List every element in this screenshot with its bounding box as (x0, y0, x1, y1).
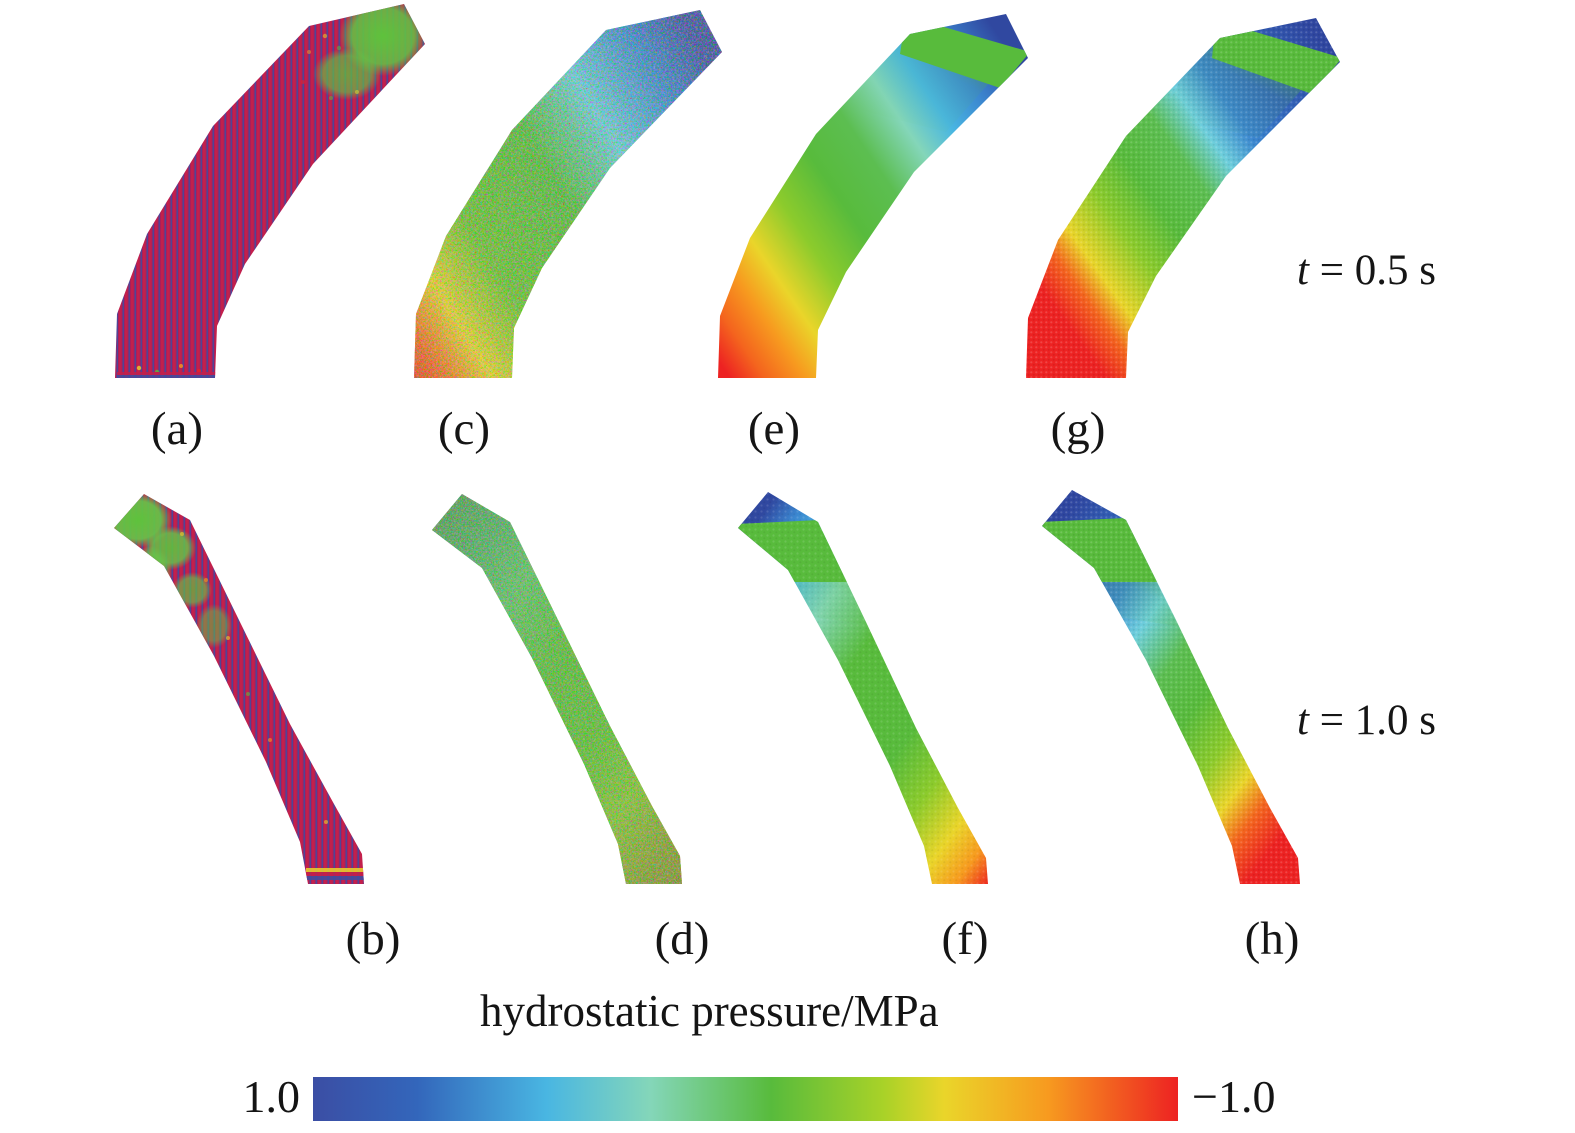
colorbar-group: 1.0 −1.0 (0, 1068, 1575, 1128)
time-unit-top: s (1408, 247, 1436, 294)
time-value-bottom: 1.0 (1354, 697, 1409, 744)
panel-label-c: (c) (437, 403, 491, 455)
panel-f-beam (700, 486, 1040, 896)
panel-d-beam (400, 486, 730, 896)
time-eq-bottom: = (1308, 697, 1355, 744)
colorbar-max-label: −1.0 (1192, 1071, 1276, 1122)
panel-label-b: (b) (345, 913, 401, 965)
panel-label-a: (a) (150, 403, 204, 455)
panel-label-e: (e) (747, 403, 801, 455)
panel-label-g: (g) (1050, 403, 1106, 455)
time-symbol-bottom: t (1297, 697, 1309, 744)
colorbar-min-label: 1.0 (242, 1071, 301, 1122)
panel-label-f: (f) (941, 913, 989, 965)
panel-h-beam (1000, 486, 1360, 896)
panel-label-d: (d) (654, 913, 710, 965)
panel-e-beam (700, 0, 1040, 396)
panel-g-beam (1000, 0, 1360, 396)
panel-c-beam (400, 0, 730, 396)
time-annotation-top: t = 0.5 s (1297, 246, 1436, 295)
colorbar-gradient (313, 1077, 1178, 1121)
time-symbol-top: t (1297, 247, 1309, 294)
time-eq-top: = (1308, 247, 1355, 294)
time-value-top: 0.5 (1354, 247, 1409, 294)
time-unit-bottom: s (1408, 697, 1436, 744)
colorbar-title: hydrostatic pressure/MPa (480, 986, 939, 1036)
panel-b-beam (78, 486, 418, 896)
panel-label-h: (h) (1244, 913, 1300, 965)
panel-a-beam (95, 0, 425, 396)
time-annotation-bottom: t = 1.0 s (1297, 696, 1436, 745)
